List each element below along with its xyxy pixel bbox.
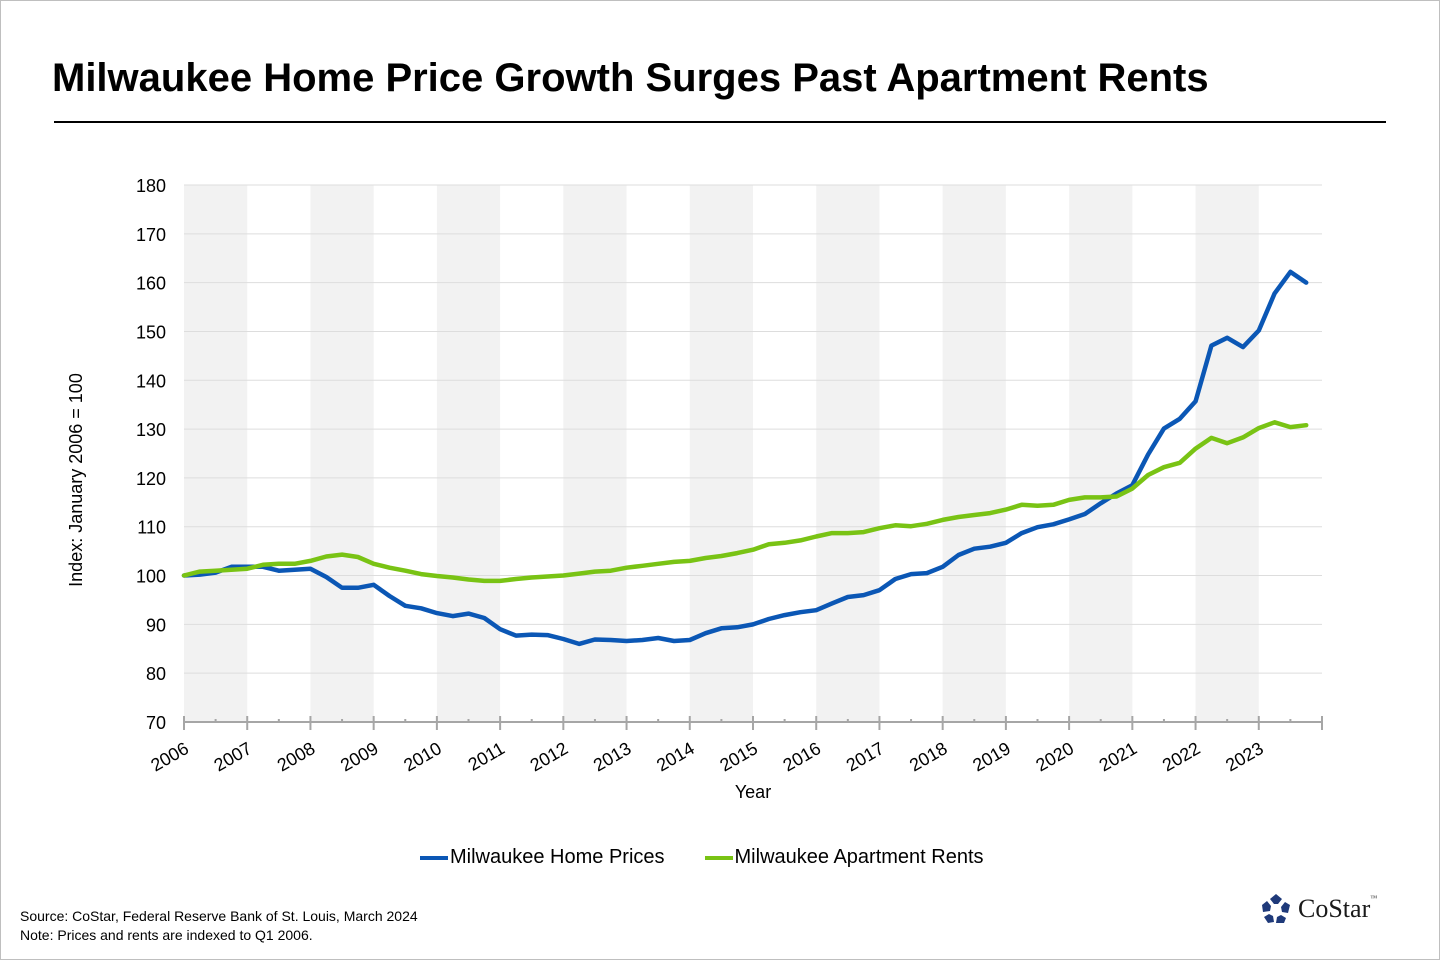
legend-swatch-apartment-rents [704,855,733,860]
year-band [942,185,1006,722]
x-tick-label: 2015 [716,738,761,775]
y-tick-label: 150 [136,322,166,342]
chart-title: Milwaukee Home Price Growth Surges Past … [52,56,1209,100]
x-tick-label: 2022 [1159,738,1204,775]
x-tick-label: 2016 [780,738,825,775]
legend-item-home-prices: Milwaukee Home Prices [420,846,665,869]
footer-notes: Source: CoStar, Federal Reserve Bank of … [20,907,418,945]
gridlines [184,184,1322,674]
costar-star-icon [1262,894,1290,923]
costar-logo-text: CoStar™ [1298,894,1377,924]
y-axis-title: Index: January 2006 = 100 [66,373,86,587]
x-tick-label: 2018 [906,738,951,775]
legend-swatch-home-prices [420,855,448,860]
y-tick-label: 70 [146,713,166,733]
year-bands [184,185,1259,722]
apartment-rents-line [181,420,1309,584]
y-tick-label: 180 [136,176,166,196]
home-prices-line [181,269,1309,647]
index-note: Note: Prices and rents are indexed to Q1… [20,927,313,943]
legend: Milwaukee Home Prices Milwaukee Apartmen… [420,846,984,869]
x-tick-label: 2008 [274,738,319,775]
x-tick-label: 2014 [653,738,698,775]
y-tick-label: 120 [136,469,166,489]
legend-label-home-prices: Milwaukee Home Prices [450,846,665,868]
year-band [1195,185,1259,722]
y-tick-label: 80 [146,664,166,684]
x-tick-label: 2011 [465,738,509,775]
x-tick-label: 2019 [969,738,1014,775]
x-tick-label: 2006 [147,738,192,775]
y-axis-ticks: 70 80 90 100 110 120 130 140 150 160 170 180 [136,176,166,733]
year-band [1069,185,1133,722]
y-tick-label: 160 [136,274,166,294]
year-band [689,185,753,722]
y-tick-label: 90 [146,615,166,635]
x-tick-label: 2021 [1096,738,1141,775]
x-axis-title: Year [735,782,771,802]
logo-wordmark: CoStar [1298,894,1371,923]
logo-trademark: ™ [1370,894,1378,902]
y-tick-label: 110 [137,518,166,538]
x-tick-label: 2010 [400,738,445,775]
source-note: Source: CoStar, Federal Reserve Bank of … [20,908,418,924]
y-tick-label: 170 [136,225,166,245]
x-tick-label: 2012 [527,738,572,775]
year-band [184,185,248,722]
y-tick-label: 140 [136,371,166,391]
series-lines [181,269,1309,647]
x-axis [183,716,1323,730]
x-tick-label: 2020 [1032,738,1077,775]
legend-item-apartment-rents: Milwaukee Apartment Rents [704,846,984,869]
y-tick-label: 100 [136,567,166,587]
x-tick-label: 2013 [590,738,635,775]
x-tick-label: 2007 [211,738,256,775]
costar-logo: CoStar™ [1260,893,1377,925]
x-tick-label: 2009 [337,738,382,775]
year-band [310,185,374,722]
legend-label-apartment-rents: Milwaukee Apartment Rents [734,846,984,868]
x-axis-ticks: 2006 2007 2008 2009 2010 2011 2012 2013 2014 2015… [147,738,1266,775]
year-band [563,185,627,722]
x-tick-label: 2017 [843,738,888,775]
title-divider [54,121,1386,123]
year-band [816,185,880,722]
y-tick-label: 130 [136,420,166,440]
x-tick-label: 2023 [1222,738,1267,775]
year-band [436,185,501,722]
